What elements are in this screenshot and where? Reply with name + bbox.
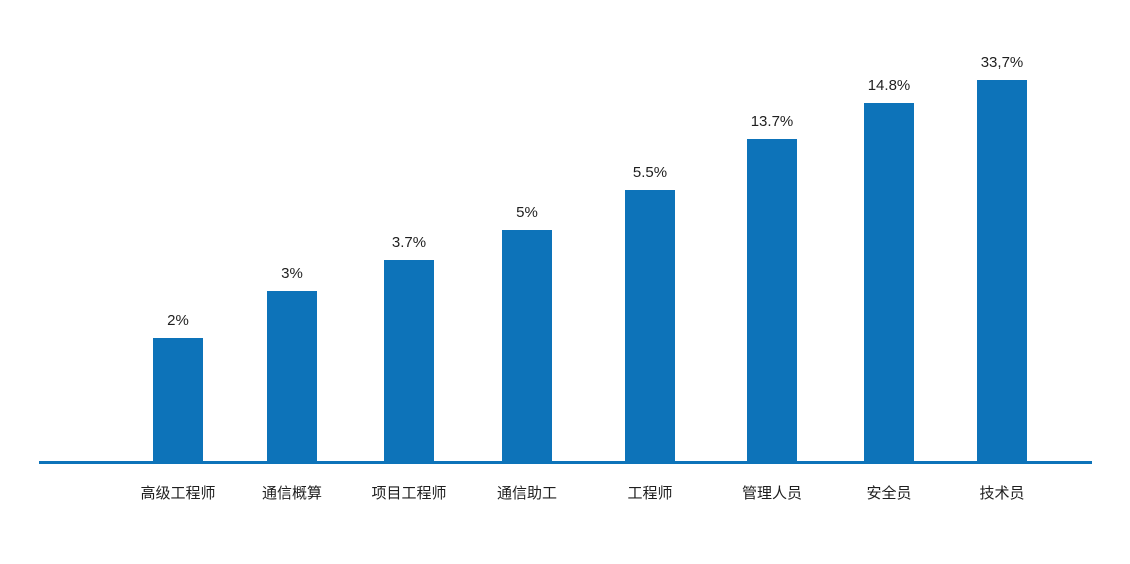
bar-value-label: 33,7% xyxy=(980,54,1024,71)
bar-value-label: 2% xyxy=(167,312,189,329)
bar-value-label: 13.7% xyxy=(750,113,794,130)
bar xyxy=(864,103,914,461)
bar xyxy=(502,230,552,461)
x-axis-line xyxy=(39,461,1092,464)
x-axis-category-label: 通信助工 xyxy=(496,485,557,502)
bar-value-label: 3% xyxy=(281,265,303,282)
bar-value-label: 5.5% xyxy=(632,164,668,181)
bar xyxy=(384,260,434,461)
bar xyxy=(747,139,797,461)
x-axis-category-label: 项目工程师 xyxy=(371,485,447,502)
bar xyxy=(267,291,317,461)
bar xyxy=(625,190,675,461)
x-axis-category-label: 工程师 xyxy=(627,485,673,502)
x-axis-category-label: 安全员 xyxy=(866,485,912,502)
bar xyxy=(153,338,203,461)
bar-value-label: 14.8% xyxy=(867,77,911,94)
x-axis-category-label: 技术员 xyxy=(979,485,1025,502)
bar-value-label: 3.7% xyxy=(391,234,427,251)
x-axis-category-label: 管理人员 xyxy=(741,485,802,502)
bar xyxy=(977,80,1027,461)
x-axis-category-label: 高级工程师 xyxy=(140,485,216,502)
x-axis-category-label: 通信概算 xyxy=(261,485,322,502)
bar-value-label: 5% xyxy=(516,204,538,221)
